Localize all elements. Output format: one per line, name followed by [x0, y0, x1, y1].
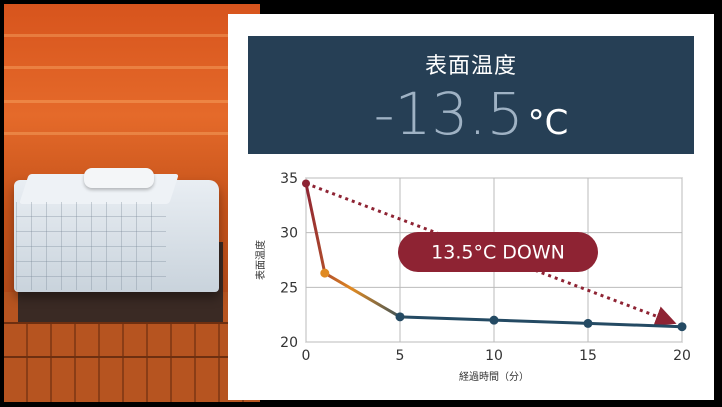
x-axis-label: 経過時間（分） [459, 370, 529, 383]
data-point [583, 318, 593, 328]
annotation-badge [398, 232, 598, 272]
y-tick-label: 20 [280, 335, 298, 351]
x-ticks: 0 5 10 15 20 [302, 348, 691, 364]
quilt-pattern [16, 202, 166, 290]
temperature-value: -13.5 [373, 80, 524, 148]
x-tick-label: 15 [579, 348, 597, 364]
series-line [304, 183, 683, 329]
data-point [489, 315, 499, 325]
data-point [395, 312, 405, 322]
pillow [84, 168, 154, 188]
banner-value-row: -13.5 °C [248, 80, 694, 148]
x-tick-label: 10 [485, 348, 503, 364]
temperature-unit: °C [527, 103, 569, 143]
wall-plank [4, 132, 260, 135]
data-point [302, 179, 310, 188]
banner-title: 表面温度 [424, 54, 517, 79]
chart-svg: 20 25 30 35 0 5 10 15 20 表面温度 経過時間（分） 13.5°C DO… [254, 171, 691, 383]
y-tick-label: 30 [280, 226, 298, 242]
wall-plank [4, 34, 260, 37]
wall-plank [4, 100, 260, 103]
x-tick-label: 20 [673, 348, 691, 364]
data-points [302, 179, 687, 332]
sauna-bed-photo [4, 4, 260, 402]
y-axis-label: 表面温度 [254, 240, 267, 280]
y-tick-label: 25 [280, 280, 298, 296]
y-tick-label: 35 [280, 171, 298, 187]
annotation-label: 13.5°C DOWN [431, 242, 565, 264]
x-tick-label: 0 [302, 348, 311, 364]
temperature-banner: 表面温度 -13.5 °C [248, 36, 694, 154]
data-point [320, 268, 330, 278]
data-point [677, 322, 687, 332]
floor-seam [4, 356, 260, 358]
y-ticks: 20 25 30 35 [280, 171, 298, 351]
wall-plank [4, 66, 260, 69]
temperature-chart: 20 25 30 35 0 5 10 15 20 表面温度 経過時間（分） 13.5°C DO… [248, 164, 694, 388]
floor-seam [4, 322, 260, 324]
x-tick-label: 5 [396, 348, 405, 364]
